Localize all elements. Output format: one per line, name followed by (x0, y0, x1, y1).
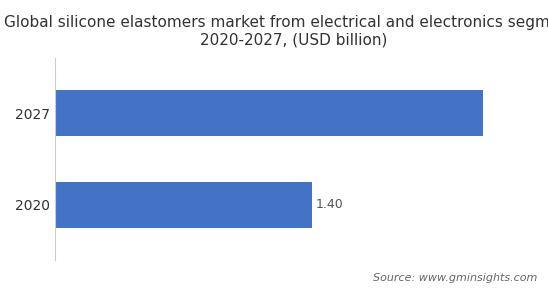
Bar (55, 90, 483, 136)
Title: Global silicone elastomers market from electrical and electronics segment ,
2020: Global silicone elastomers market from e… (3, 15, 548, 47)
Bar (55, 182, 312, 227)
Text: Source: www.gminsights.com: Source: www.gminsights.com (373, 273, 537, 283)
Text: 1.40: 1.40 (316, 198, 344, 211)
